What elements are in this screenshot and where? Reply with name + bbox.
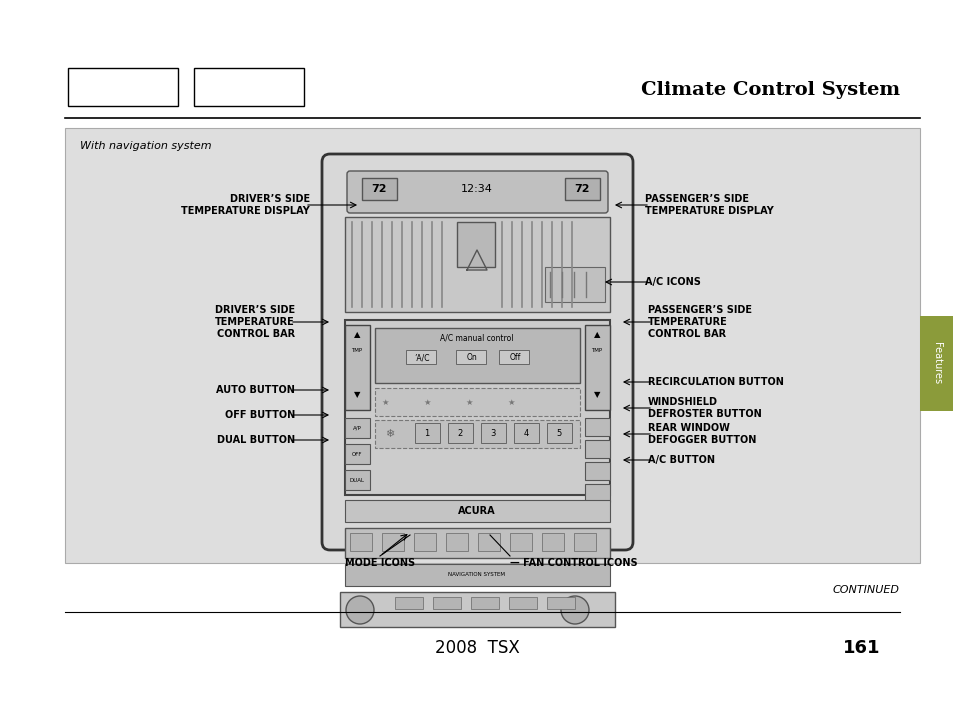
Text: REAR WINDOW
DEFOGGER BUTTON: REAR WINDOW DEFOGGER BUTTON [647, 423, 756, 444]
Text: ★: ★ [507, 398, 515, 407]
Bar [509, 597, 537, 609]
Text: A/C manual control: A/C manual control [439, 334, 514, 342]
Text: 12:34: 12:34 [460, 184, 493, 194]
Bar [193, 68, 304, 106]
Text: 4: 4 [523, 429, 528, 437]
Text: AUTO BUTTON: AUTO BUTTON [216, 385, 294, 395]
Bar [498, 350, 529, 364]
Bar [375, 328, 579, 383]
Text: DRIVER’S SIDE
TEMPERATURE
CONTROL BAR: DRIVER’S SIDE TEMPERATURE CONTROL BAR [214, 305, 294, 339]
Text: — FAN CONTROL ICONS: — FAN CONTROL ICONS [510, 558, 637, 568]
Bar [345, 325, 370, 410]
Text: ACURA: ACURA [457, 506, 496, 516]
Circle shape [560, 596, 588, 624]
Text: 72: 72 [574, 184, 589, 194]
Text: 3: 3 [490, 429, 496, 437]
Text: ▼: ▼ [593, 391, 599, 400]
Bar [345, 418, 370, 438]
Bar [415, 423, 439, 443]
Text: Off: Off [509, 354, 520, 363]
Bar [471, 597, 498, 609]
Text: WINDSHIELD
DEFROSTER BUTTON: WINDSHIELD DEFROSTER BUTTON [647, 397, 760, 419]
Text: ▲: ▲ [593, 330, 599, 339]
Text: MODE ICONS: MODE ICONS [345, 558, 415, 568]
Text: Features: Features [931, 342, 941, 384]
Bar [345, 470, 370, 490]
Text: 2: 2 [456, 429, 462, 437]
Text: OFF BUTTON: OFF BUTTON [225, 410, 294, 420]
Bar [584, 325, 609, 410]
Text: A/P: A/P [353, 425, 361, 430]
FancyBboxPatch shape [347, 171, 607, 213]
Text: 2008  TSX: 2008 TSX [435, 639, 518, 657]
FancyBboxPatch shape [322, 154, 633, 550]
Text: 72: 72 [371, 184, 386, 194]
Text: On: On [466, 354, 476, 363]
Text: CONTINUED: CONTINUED [832, 585, 899, 595]
Text: ❄: ❄ [385, 429, 395, 439]
Bar [345, 217, 609, 312]
Bar [446, 533, 468, 551]
Bar [584, 484, 609, 502]
Circle shape [346, 596, 374, 624]
Bar [919, 316, 953, 411]
Bar [448, 423, 473, 443]
Bar [564, 178, 599, 200]
Text: TMP: TMP [591, 347, 602, 352]
Bar [345, 320, 609, 495]
Text: PASSENGER’S SIDE
TEMPERATURE
CONTROL BAR: PASSENGER’S SIDE TEMPERATURE CONTROL BAR [647, 305, 751, 339]
Bar [361, 178, 396, 200]
Bar [480, 423, 505, 443]
Bar [345, 564, 609, 586]
Bar [544, 267, 604, 302]
Bar [68, 68, 178, 106]
Text: NAVIGATION SYSTEM: NAVIGATION SYSTEM [448, 572, 505, 577]
Bar [350, 533, 372, 551]
Text: Climate Control System: Climate Control System [640, 81, 899, 99]
Text: A/C BUTTON: A/C BUTTON [647, 455, 714, 465]
Text: With navigation system: With navigation system [80, 141, 212, 151]
Bar [546, 597, 575, 609]
Bar [433, 597, 460, 609]
Bar [584, 440, 609, 458]
Text: ▲: ▲ [354, 330, 360, 339]
Text: ★: ★ [381, 398, 388, 407]
Bar [414, 533, 436, 551]
Text: 1: 1 [424, 429, 429, 437]
Bar [375, 388, 579, 416]
Text: RECIRCULATION BUTTON: RECIRCULATION BUTTON [647, 377, 783, 387]
Text: DUAL: DUAL [349, 478, 364, 483]
Bar [456, 350, 485, 364]
Text: DUAL BUTTON: DUAL BUTTON [216, 435, 294, 445]
Bar [345, 500, 609, 522]
Bar [345, 444, 370, 464]
Bar [381, 533, 403, 551]
Text: ▼: ▼ [354, 391, 360, 400]
Text: 161: 161 [841, 639, 879, 657]
Text: TMP: TMP [351, 347, 362, 352]
Bar [514, 423, 538, 443]
Bar [395, 597, 422, 609]
Text: 5: 5 [556, 429, 561, 437]
Bar [339, 592, 615, 627]
Text: DRIVER’S SIDE
TEMPERATURE DISPLAY: DRIVER’S SIDE TEMPERATURE DISPLAY [181, 195, 310, 216]
Text: ’A/C: ’A/C [414, 354, 429, 363]
Text: ★: ★ [465, 398, 473, 407]
Text: A/C ICONS: A/C ICONS [644, 277, 700, 287]
Bar [65, 128, 919, 563]
Text: OFF: OFF [352, 452, 362, 457]
Bar [477, 533, 499, 551]
Bar [345, 528, 609, 558]
Bar [541, 533, 563, 551]
Text: PASSENGER’S SIDE
TEMPERATURE DISPLAY: PASSENGER’S SIDE TEMPERATURE DISPLAY [644, 195, 773, 216]
Bar [375, 420, 579, 448]
Bar [574, 533, 596, 551]
Bar [406, 350, 436, 364]
Bar [584, 418, 609, 436]
Bar [510, 533, 532, 551]
Bar [546, 423, 572, 443]
Bar [456, 222, 495, 267]
Text: ★: ★ [423, 398, 431, 407]
Bar [584, 462, 609, 480]
